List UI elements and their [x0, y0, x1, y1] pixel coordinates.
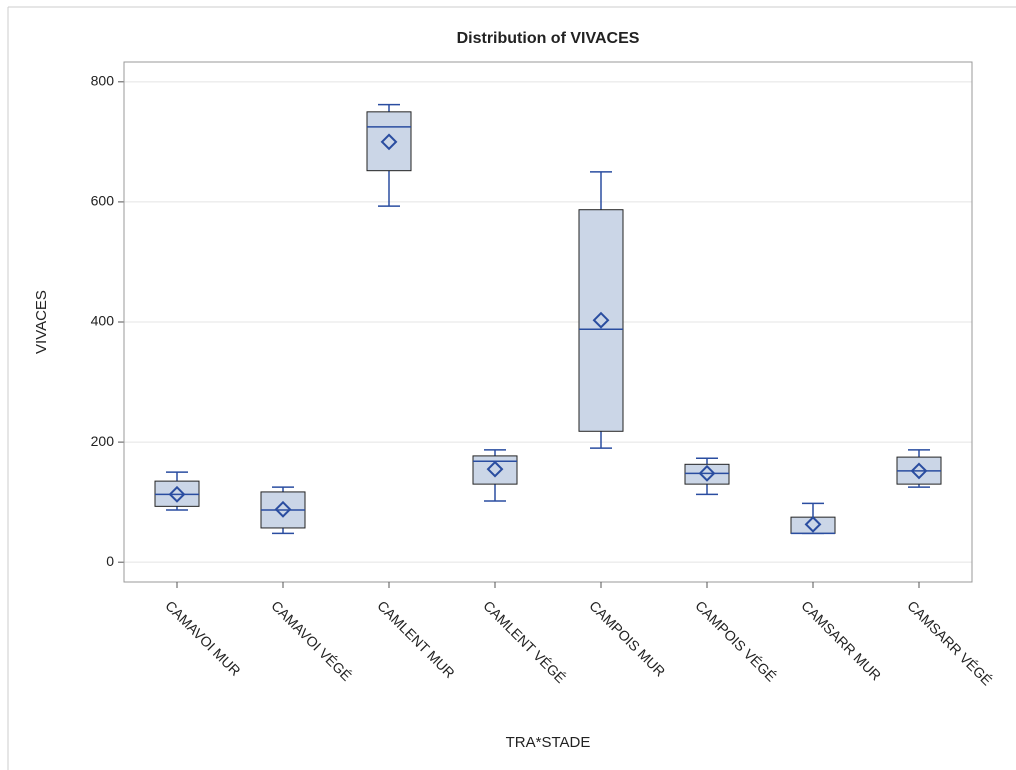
box	[578, 209, 624, 432]
chart-title: Distribution of VIVACES	[457, 30, 640, 47]
box	[366, 111, 412, 172]
mean-marker	[804, 515, 822, 533]
x-tick-label: CAMPOIS VÉGÉ	[692, 597, 779, 684]
y-tick-label: 400	[91, 313, 115, 329]
x-axis-label: TRA*STADE	[506, 734, 591, 751]
mean-marker	[910, 462, 928, 480]
y-tick-label: 800	[91, 73, 115, 89]
y-tick-label: 600	[91, 193, 115, 209]
mean-marker	[380, 133, 398, 151]
x-tick-label: CAMAVOI MUR	[162, 597, 244, 679]
x-tick-label: CAMAVOI VÉGÉ	[268, 597, 354, 683]
mean-marker	[592, 311, 610, 329]
x-tick-label: CAMSARR MUR	[798, 597, 884, 683]
x-tick-label: CAMLENT MUR	[374, 597, 458, 681]
x-tick-label: CAMLENT VÉGÉ	[480, 597, 569, 686]
x-tick-label: CAMPOIS MUR	[586, 597, 668, 679]
y-tick-label: 0	[106, 553, 114, 569]
y-tick-label: 200	[91, 433, 115, 449]
mean-marker	[698, 464, 716, 482]
mean-marker	[486, 460, 504, 478]
box	[472, 455, 518, 485]
y-axis-label: VIVACES	[33, 290, 50, 354]
mean-marker	[274, 500, 292, 518]
box	[684, 463, 730, 485]
mean-marker	[168, 485, 186, 503]
x-tick-label: CAMSARR VÉGÉ	[904, 597, 995, 688]
plot-frame	[123, 61, 973, 583]
